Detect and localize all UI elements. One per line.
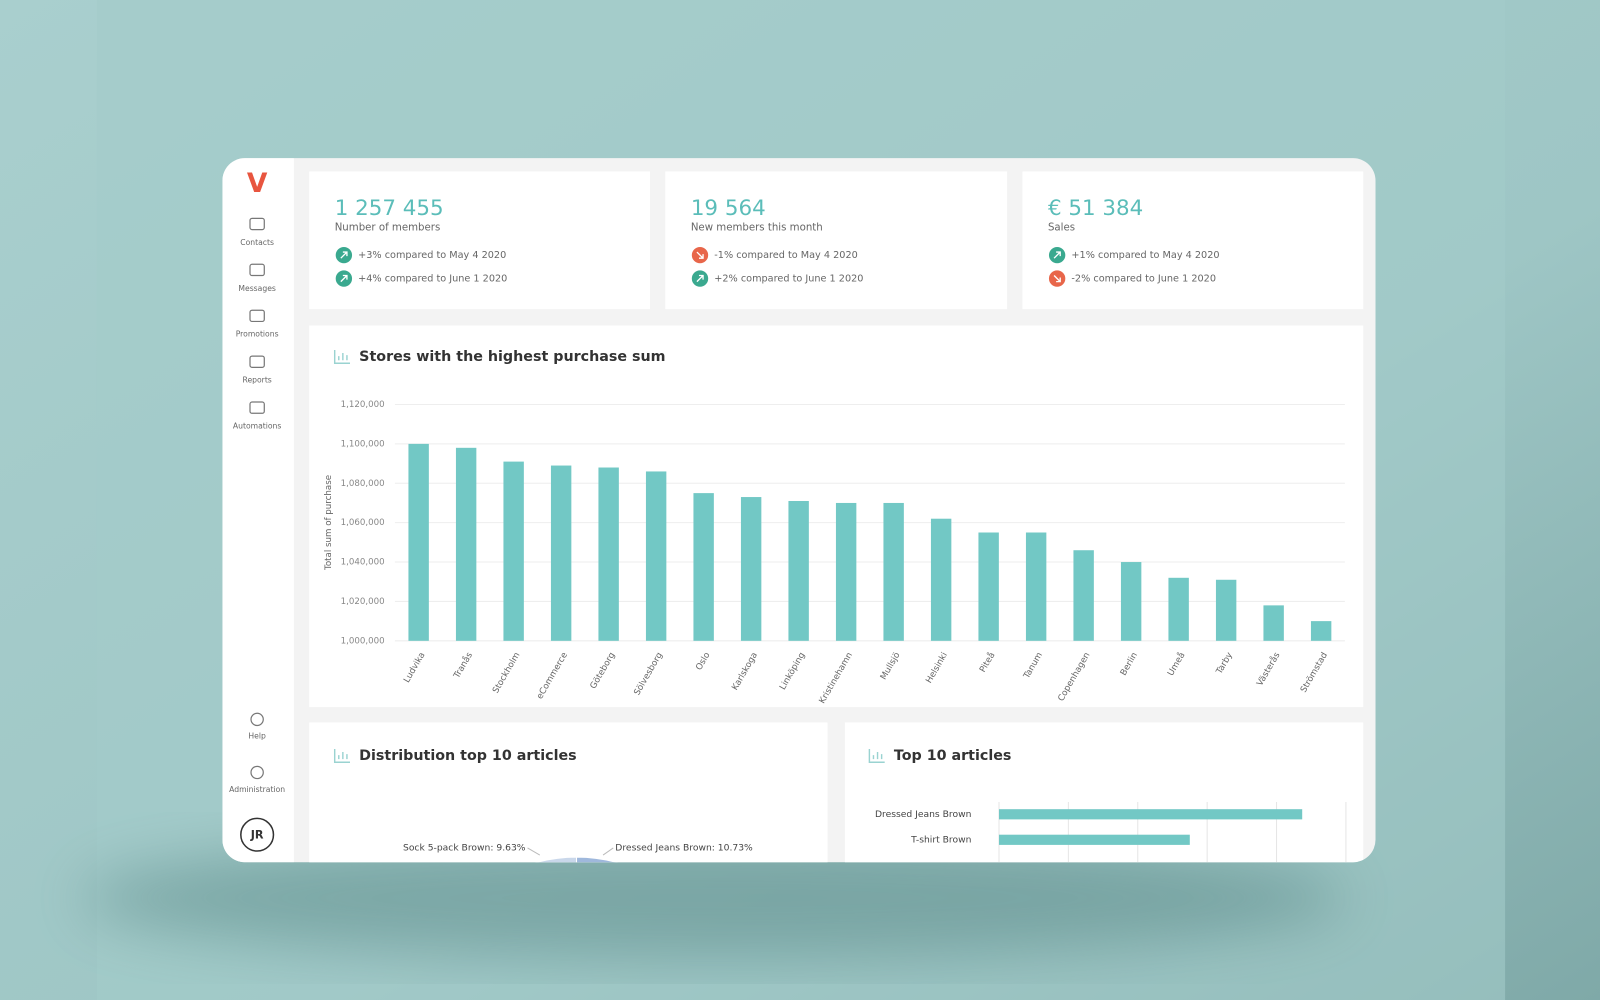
kpi-label: New members this month — [691, 223, 823, 234]
y-tick-label: 1,080,000 — [341, 479, 385, 489]
trend-arrow — [1053, 275, 1061, 283]
bar — [1215, 579, 1237, 641]
nav-label[interactable]: Help — [248, 732, 266, 741]
bar — [998, 834, 1190, 845]
shadow — [81, 836, 1347, 960]
bar — [1310, 621, 1332, 641]
kpi-value: 19 564 — [691, 196, 766, 221]
nav-icon[interactable] — [249, 401, 265, 414]
bar — [930, 518, 952, 641]
bar — [1263, 605, 1284, 641]
bar — [645, 471, 667, 641]
nav-label[interactable]: Administration — [229, 785, 285, 794]
kpi-change: -2% compared to June 1 2020 — [1071, 274, 1216, 285]
logo: V — [247, 168, 268, 199]
kpi-card — [1022, 171, 1364, 310]
nav-label[interactable]: Contacts — [240, 238, 274, 247]
kpi-change: +4% compared to June 1 2020 — [358, 274, 507, 285]
y-tick-label: 1,100,000 — [341, 439, 385, 449]
bar — [503, 461, 524, 641]
slice-label: Dressed Jeans Brown: 10.73% — [615, 842, 753, 853]
nav-label[interactable]: Reports — [242, 376, 271, 385]
bar — [788, 500, 809, 641]
bar — [1025, 532, 1047, 641]
kpi-label: Number of members — [335, 223, 441, 234]
nav-icon[interactable] — [250, 712, 264, 727]
y-tick-label: 1,000,000 — [341, 636, 385, 646]
kpi-card — [665, 171, 1008, 310]
nav-icon[interactable] — [249, 217, 265, 231]
bar — [883, 502, 904, 641]
bar — [693, 493, 714, 641]
chart-card — [309, 722, 828, 863]
kpi-value: € 51 384 — [1048, 196, 1143, 221]
chart-icon — [333, 350, 350, 364]
y-tick-label: 1,020,000 — [341, 597, 385, 607]
label-leader — [527, 847, 541, 856]
chart-icon — [868, 748, 885, 763]
label-leader — [602, 847, 614, 856]
trend-arrow — [340, 274, 348, 283]
bar — [740, 497, 762, 641]
chart-card — [844, 722, 1364, 863]
bar — [998, 809, 1303, 820]
avatar-initials: JR — [250, 829, 264, 842]
chart-icon — [333, 748, 350, 763]
nav-icon[interactable] — [250, 765, 264, 780]
trend-arrow — [696, 274, 704, 283]
y-tick-label: 1,060,000 — [341, 518, 385, 528]
chart-title: Stores with the highest purchase sum — [359, 349, 665, 365]
nav-label[interactable]: Promotions — [236, 330, 279, 339]
kpi-value: 1 257 455 — [335, 196, 444, 221]
bar — [550, 465, 572, 641]
chart-title: Distribution top 10 articles — [359, 748, 576, 764]
bar — [835, 502, 857, 641]
avatar[interactable] — [240, 817, 275, 852]
y-tick-label: 1,120,000 — [341, 400, 385, 410]
y-tick-label: Dressed Jeans Brown — [875, 809, 972, 820]
trend-arrow — [696, 251, 704, 259]
app-content: V Contacts Messages Promotions Reports Autom… — [222, 158, 1364, 863]
nav-icon[interactable] — [249, 355, 265, 368]
bar — [1073, 550, 1094, 641]
bar — [1120, 562, 1142, 641]
nav-icon[interactable] — [249, 309, 265, 323]
bar — [978, 532, 999, 641]
nav-label[interactable]: Messages — [238, 284, 275, 293]
bar — [455, 447, 477, 641]
bar — [598, 467, 619, 641]
trend-arrow — [1053, 251, 1061, 259]
kpi-change: -1% compared to May 4 2020 — [714, 250, 858, 261]
chart-title: Top 10 articles — [894, 748, 1012, 764]
y-tick-label: T-shirt Brown — [910, 834, 971, 845]
bar — [408, 443, 429, 641]
y-tick-label: 1,040,000 — [341, 558, 385, 568]
y-axis-title: Total sum of purchase — [324, 475, 334, 571]
nav-icon[interactable] — [249, 263, 265, 277]
nav-label[interactable]: Automations — [233, 422, 282, 431]
kpi-change: +3% compared to May 4 2020 — [358, 250, 506, 261]
pie-slice — [576, 856, 673, 863]
pie-slice — [488, 856, 578, 863]
bar — [1168, 577, 1189, 641]
kpi-label: Sales — [1048, 223, 1075, 234]
trend-arrow — [340, 251, 348, 259]
kpi-change: +1% compared to May 4 2020 — [1071, 250, 1219, 261]
kpi-change: +2% compared to June 1 2020 — [714, 274, 863, 285]
slice-label: Sock 5-pack Brown: 9.63% — [403, 842, 526, 853]
kpi-card — [309, 171, 650, 310]
